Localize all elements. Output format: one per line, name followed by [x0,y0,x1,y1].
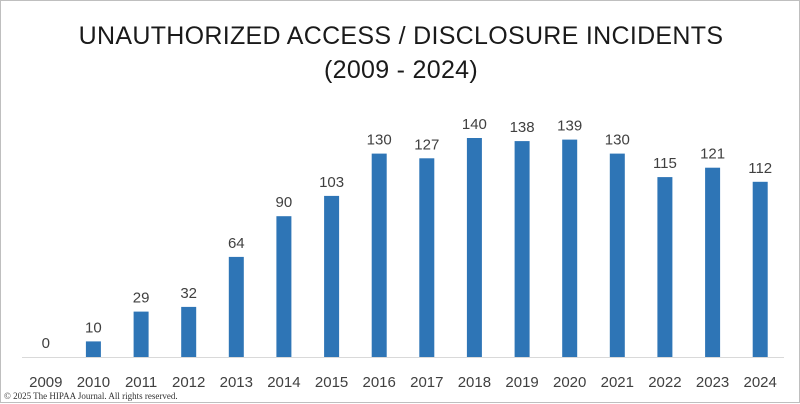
value-label-2021: 130 [605,132,630,149]
value-label-2019: 138 [510,119,535,136]
bar-2023 [705,167,721,357]
value-label-2013: 64 [228,235,245,252]
value-label-2012: 32 [180,285,197,302]
x-tick-label-2024: 2024 [744,374,777,391]
value-label-2015: 103 [319,174,344,191]
x-tick-label-2010: 2010 [77,374,110,391]
value-label-2017: 127 [414,136,439,153]
bar-2021 [609,153,625,357]
value-label-2018: 140 [462,116,487,133]
chart-subtitle-line: (2009 - 2024) [324,56,478,84]
bar-2012 [181,306,197,357]
bar-group [85,138,768,357]
bar-2010 [85,341,101,357]
x-tick-label-2023: 2023 [696,374,729,391]
value-label-2016: 130 [367,132,392,149]
value-label-2011: 29 [133,290,150,307]
x-tick-label-2020: 2020 [553,374,586,391]
x-tick-label-2013: 2013 [220,374,253,391]
bar-2018 [466,138,482,357]
chart-title-line: UNAUTHORIZED ACCESS / DISCLOSURE INCIDEN… [78,22,724,50]
bar-2017 [419,158,435,357]
bar-2019 [514,141,530,357]
value-label-2020: 139 [557,118,582,135]
x-tick-label-group: 2009 2010 2011 2012 2013 2014 2015 2016 2017 2018… [29,374,777,391]
x-tick-label-2021: 2021 [601,374,634,391]
copyright-notice: © 2025 The HIPAA Journal. All rights res… [4,391,178,401]
chart-title: UNAUTHORIZED ACCESS / DISCLOSURE INCIDEN… [1,19,800,87]
x-tick-label-2014: 2014 [267,374,300,391]
value-label-2022: 115 [653,155,677,172]
x-tick-label-2011: 2011 [125,374,157,391]
bar-2015 [324,195,340,357]
value-label-2024: 112 [748,160,772,177]
bar-2020 [562,139,578,357]
x-tick-label-2022: 2022 [648,374,681,391]
bar-2014 [276,216,292,357]
x-tick-label-2016: 2016 [363,374,396,391]
bar-2024 [752,181,768,357]
value-label-2014: 90 [276,194,293,211]
x-tick-label-2017: 2017 [410,374,443,391]
bar-2016 [371,153,387,357]
bar-2011 [133,311,149,357]
bar-2013 [228,256,244,357]
value-label-2010: 10 [85,319,102,336]
bar-2022 [657,177,673,357]
x-tick-label-2009: 2009 [29,374,62,391]
x-tick-label-2012: 2012 [172,374,205,391]
x-tick-label-2015: 2015 [315,374,348,391]
x-tick-label-2018: 2018 [458,374,491,391]
value-label-2023: 121 [700,146,725,163]
value-label-2009: 0 [42,335,50,352]
x-tick-label-2019: 2019 [505,374,538,391]
value-label-group: 0 10 29 32 64 90 103 130 127 140 138 139 130 115 121 11… [42,116,773,352]
